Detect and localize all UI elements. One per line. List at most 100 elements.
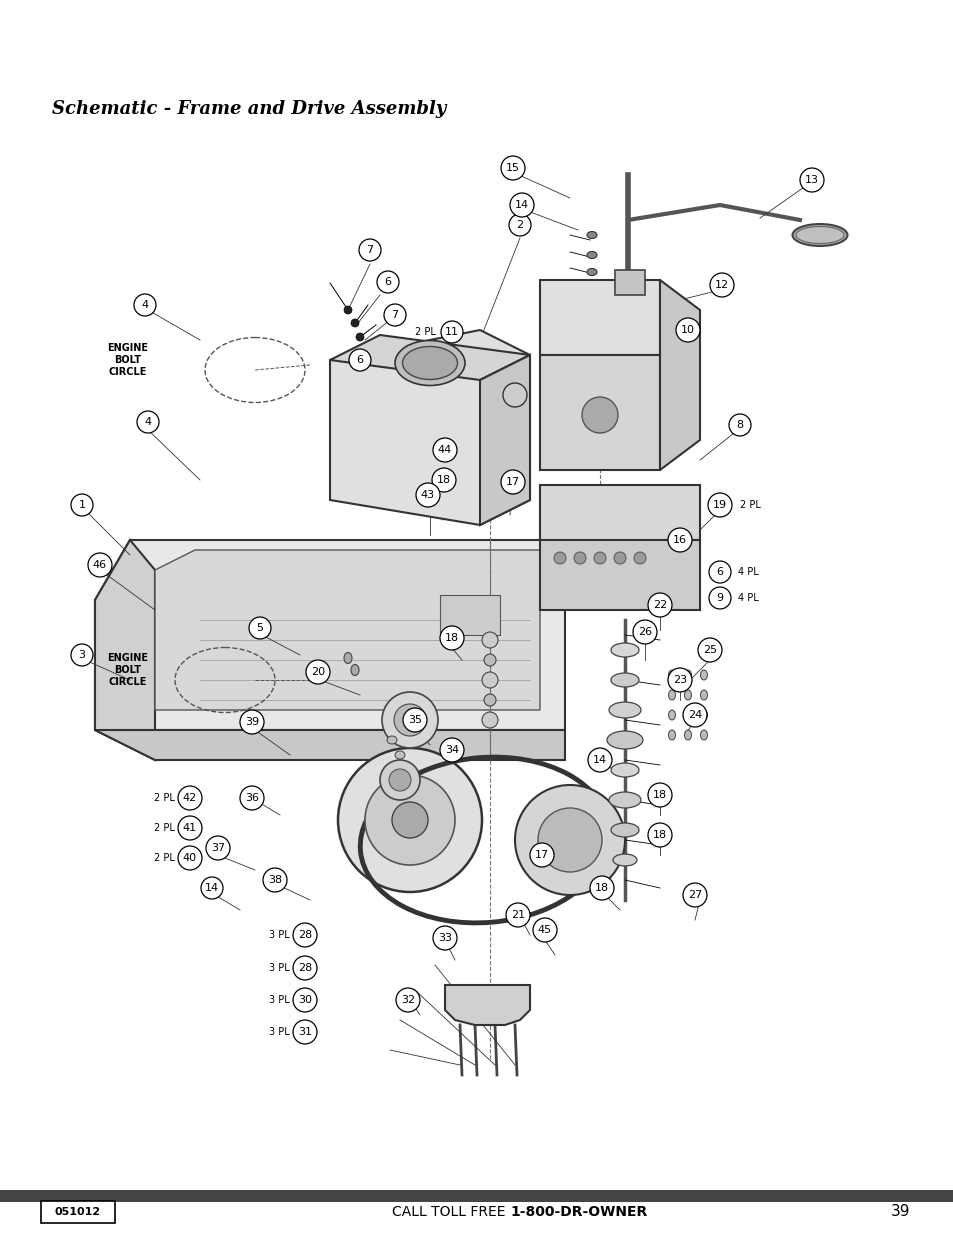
Ellipse shape — [387, 736, 396, 743]
Text: 28: 28 — [297, 930, 312, 940]
Text: 36: 36 — [245, 793, 258, 803]
Polygon shape — [95, 540, 154, 760]
Text: ENGINE
BOLT
CIRCLE: ENGINE BOLT CIRCLE — [108, 652, 149, 688]
Text: 14: 14 — [593, 755, 606, 764]
Text: 39: 39 — [889, 1204, 909, 1219]
Circle shape — [515, 785, 624, 895]
Circle shape — [481, 632, 497, 648]
Ellipse shape — [395, 751, 405, 760]
Circle shape — [634, 552, 645, 564]
Text: 13: 13 — [804, 175, 818, 185]
Circle shape — [481, 672, 497, 688]
Text: 10: 10 — [680, 325, 695, 335]
Text: 35: 35 — [408, 715, 421, 725]
Ellipse shape — [684, 730, 691, 740]
Circle shape — [505, 903, 530, 927]
Polygon shape — [330, 335, 530, 380]
Text: 25: 25 — [702, 645, 717, 655]
Circle shape — [178, 785, 202, 810]
Polygon shape — [479, 354, 530, 525]
Text: 46: 46 — [92, 559, 107, 571]
Circle shape — [439, 739, 463, 762]
Text: 39: 39 — [245, 718, 259, 727]
Text: 2 PL: 2 PL — [154, 823, 174, 832]
FancyBboxPatch shape — [41, 1200, 115, 1223]
Ellipse shape — [395, 341, 464, 385]
Polygon shape — [659, 280, 700, 471]
Text: 1-800-DR-OWNER: 1-800-DR-OWNER — [510, 1205, 646, 1219]
Text: 44: 44 — [437, 445, 452, 454]
Text: 4 PL: 4 PL — [738, 567, 758, 577]
Circle shape — [416, 483, 439, 508]
Circle shape — [293, 1020, 316, 1044]
Text: 34: 34 — [444, 745, 458, 755]
Circle shape — [633, 620, 657, 643]
Circle shape — [240, 785, 264, 810]
Circle shape — [500, 471, 524, 494]
Bar — [439, 595, 499, 635]
Circle shape — [667, 668, 691, 692]
Circle shape — [481, 713, 497, 727]
Polygon shape — [539, 354, 659, 471]
Text: 14: 14 — [205, 883, 219, 893]
Text: 32: 32 — [400, 995, 415, 1005]
Text: 27: 27 — [687, 890, 701, 900]
Text: 22: 22 — [652, 600, 666, 610]
Circle shape — [263, 868, 287, 892]
Ellipse shape — [613, 853, 637, 866]
Ellipse shape — [668, 690, 675, 700]
Polygon shape — [330, 330, 530, 525]
Text: 18: 18 — [652, 790, 666, 800]
Text: 7: 7 — [366, 245, 374, 254]
Circle shape — [800, 168, 823, 191]
Text: 43: 43 — [420, 490, 435, 500]
Circle shape — [530, 844, 554, 867]
Text: 9: 9 — [716, 593, 722, 603]
Ellipse shape — [684, 671, 691, 680]
Circle shape — [360, 346, 369, 354]
Text: 21: 21 — [511, 910, 524, 920]
Ellipse shape — [402, 347, 457, 379]
Ellipse shape — [610, 823, 639, 837]
Text: 2 PL: 2 PL — [415, 327, 436, 337]
Text: 26: 26 — [638, 627, 652, 637]
Circle shape — [483, 655, 496, 666]
Text: 8: 8 — [736, 420, 742, 430]
Circle shape — [293, 956, 316, 981]
Text: CALL TOLL FREE: CALL TOLL FREE — [392, 1205, 510, 1219]
Circle shape — [389, 769, 411, 790]
Circle shape — [71, 643, 92, 666]
Text: 3 PL: 3 PL — [269, 930, 290, 940]
Text: 11: 11 — [444, 327, 458, 337]
Circle shape — [614, 552, 625, 564]
Circle shape — [594, 552, 605, 564]
Text: 23: 23 — [672, 676, 686, 685]
Circle shape — [708, 587, 730, 609]
Text: 42: 42 — [183, 793, 197, 803]
Circle shape — [433, 438, 456, 462]
Text: 17: 17 — [535, 850, 549, 860]
Circle shape — [349, 350, 371, 370]
Text: 28: 28 — [297, 963, 312, 973]
Ellipse shape — [792, 224, 846, 246]
Text: 4: 4 — [141, 300, 149, 310]
Circle shape — [589, 876, 614, 900]
Circle shape — [533, 918, 557, 942]
Circle shape — [698, 638, 721, 662]
Ellipse shape — [344, 652, 352, 663]
Circle shape — [587, 748, 612, 772]
Ellipse shape — [586, 231, 597, 238]
Circle shape — [293, 988, 316, 1011]
Circle shape — [71, 494, 92, 516]
Ellipse shape — [606, 731, 642, 748]
Circle shape — [483, 694, 496, 706]
Ellipse shape — [700, 671, 707, 680]
Circle shape — [402, 708, 427, 732]
Circle shape — [647, 823, 671, 847]
Circle shape — [433, 926, 456, 950]
Polygon shape — [539, 280, 659, 354]
Text: 17: 17 — [505, 477, 519, 487]
Text: 3 PL: 3 PL — [269, 963, 290, 973]
Circle shape — [537, 808, 601, 872]
Circle shape — [344, 306, 352, 314]
